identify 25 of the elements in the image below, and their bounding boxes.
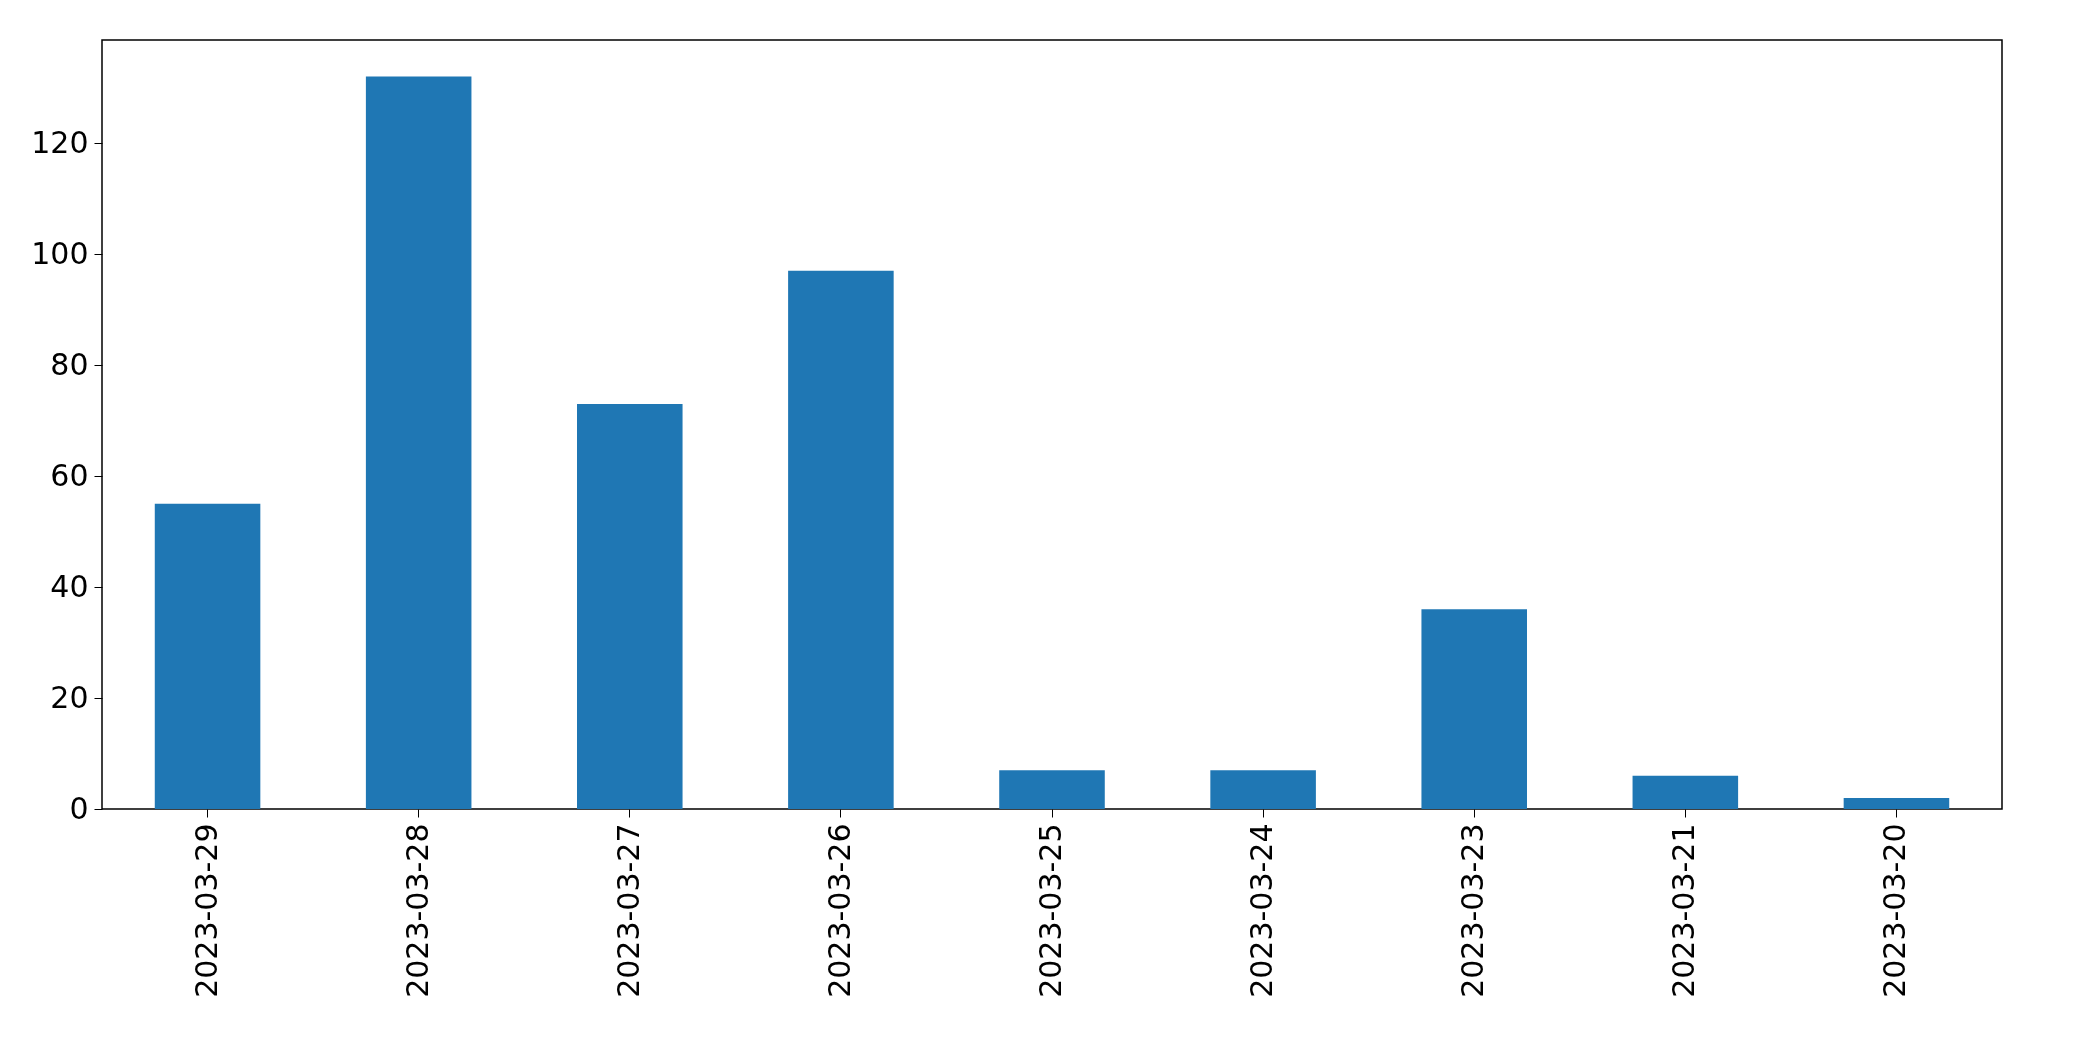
x-tick-label: 2023-03-20	[1877, 823, 1913, 998]
x-tick-label: 2023-03-24	[1244, 823, 1280, 998]
bar	[577, 403, 683, 809]
x-tick-label: 2023-03-29	[188, 823, 224, 998]
bar	[788, 270, 894, 809]
bar	[1632, 775, 1739, 809]
x-tick-label: 2023-03-23	[1455, 823, 1491, 998]
x-tick-label: 2023-03-26	[821, 823, 857, 998]
x-tick-label: 2023-03-28	[399, 823, 435, 998]
x-tick-label: 2023-03-21	[1666, 823, 1702, 998]
y-tick-label: 20	[50, 679, 89, 715]
y-tick-label: 60	[50, 457, 89, 493]
bar	[154, 503, 261, 809]
bar	[1421, 609, 1527, 809]
bar	[999, 770, 1105, 809]
bar	[1210, 770, 1316, 809]
y-tick-label: 80	[50, 346, 89, 382]
bar	[365, 76, 472, 809]
x-tick-label: 2023-03-25	[1033, 823, 1068, 998]
y-tick-label: 40	[50, 568, 89, 604]
y-tick-label: 0	[69, 790, 89, 826]
y-tick-label: 120	[31, 124, 89, 160]
y-tick-label: 100	[31, 235, 89, 271]
x-tick-label: 2023-03-27	[610, 823, 646, 998]
bar	[1843, 797, 1950, 809]
